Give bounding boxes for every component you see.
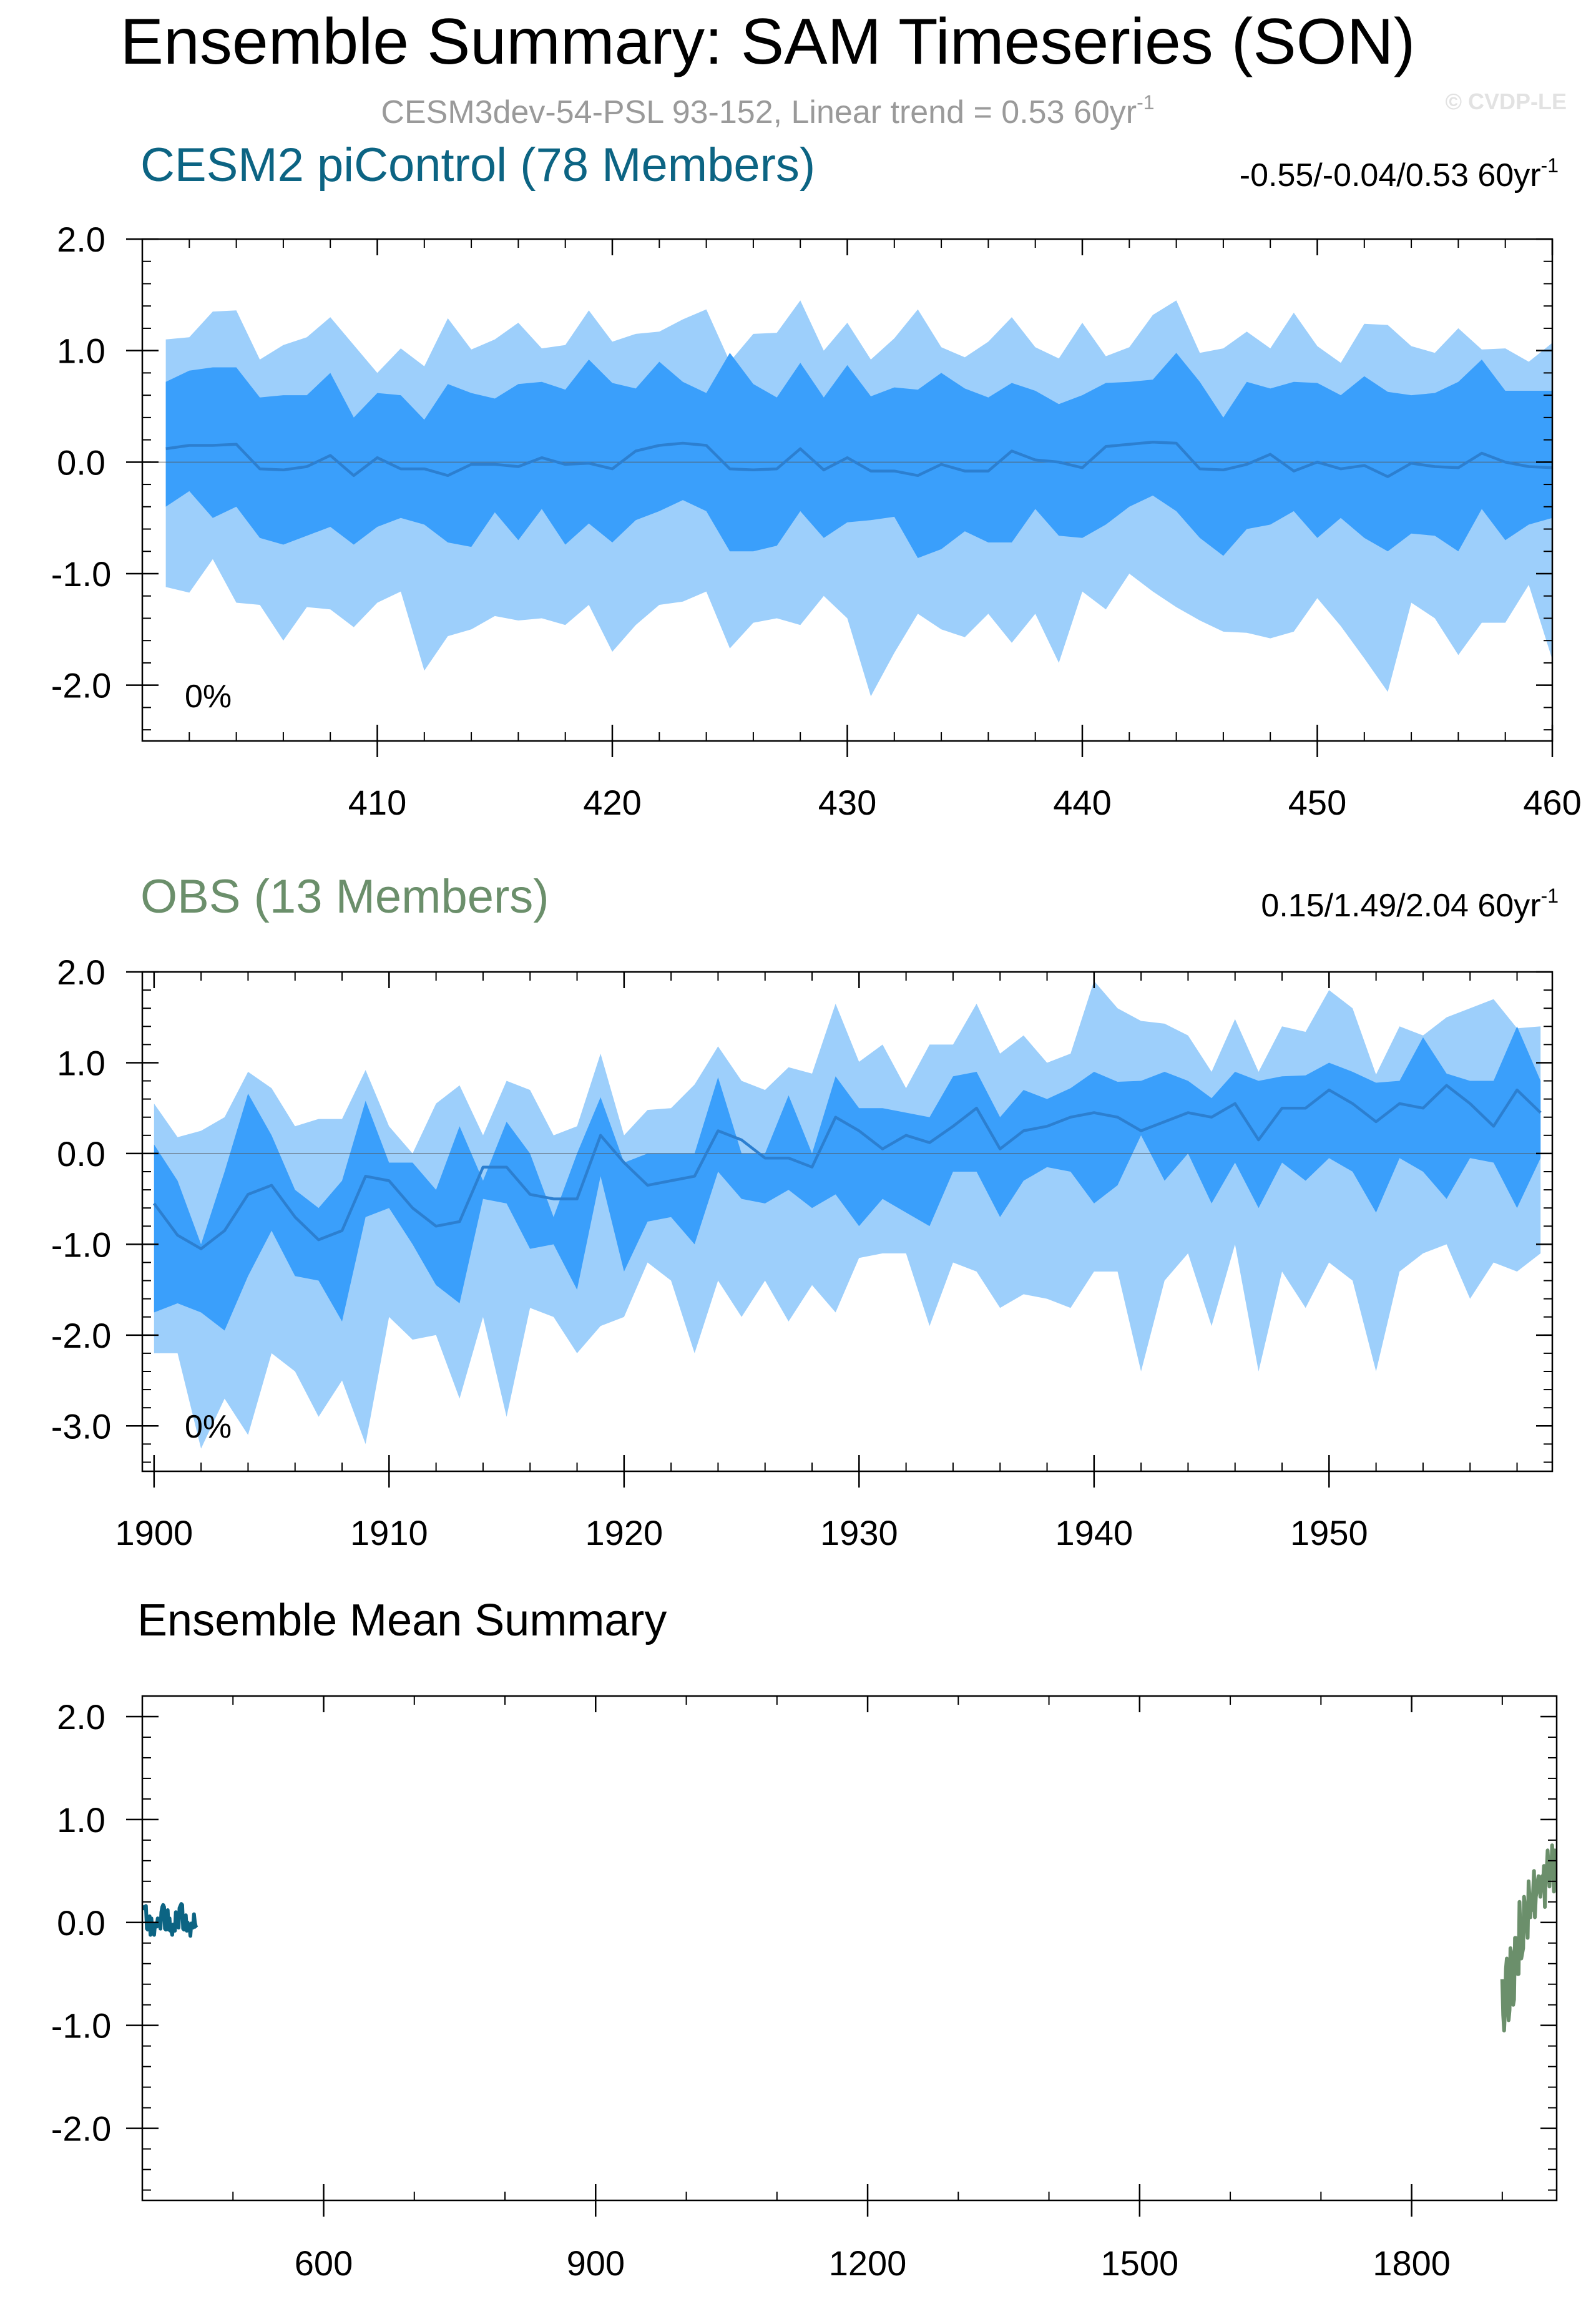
trend-range-label: -0.55/-0.04/0.53 60yr-1 bbox=[1240, 154, 1559, 194]
x-tick-label: 420 bbox=[583, 783, 641, 822]
x-tick-label: 440 bbox=[1053, 783, 1111, 822]
y-tick-label: 0.0 bbox=[57, 1903, 105, 1943]
percent-label: 0% bbox=[185, 1409, 232, 1445]
x-tick-label: 600 bbox=[295, 2243, 353, 2283]
band-layer bbox=[142, 981, 1552, 1449]
panel-title: OBS (13 Members) bbox=[140, 870, 549, 923]
x-tick-label: 410 bbox=[348, 783, 406, 822]
ensemble-panel-0: 2.0 1.0 0.0 -1.0 -2.0 410 420 430 440 450 460 CESM2… bbox=[51, 139, 1582, 822]
x-tick-label: 1920 bbox=[585, 1513, 663, 1552]
y-tick-label: -2.0 bbox=[51, 2109, 112, 2149]
x-tick-label: 900 bbox=[567, 2243, 625, 2283]
inner-spread-band bbox=[165, 353, 1552, 558]
summary-series-line bbox=[142, 1902, 198, 1938]
x-tick-label: 430 bbox=[818, 783, 876, 822]
y-tick-label: -3.0 bbox=[51, 1406, 112, 1446]
trend-range-label: 0.15/1.49/2.04 60yr-1 bbox=[1261, 885, 1559, 924]
y-tick-label: -1.0 bbox=[51, 554, 112, 594]
subtitle-sup: -1 bbox=[1137, 91, 1154, 114]
y-tick-label: 1.0 bbox=[57, 1800, 105, 1840]
trend-sup: -1 bbox=[1541, 885, 1559, 907]
x-tick-label: 450 bbox=[1288, 783, 1346, 822]
trend-text: -0.55/-0.04/0.53 60yr bbox=[1240, 157, 1541, 194]
x-tick-label: 1930 bbox=[820, 1513, 898, 1552]
x-tick-label: 1500 bbox=[1101, 2243, 1179, 2283]
median-line bbox=[165, 440, 1552, 478]
y-tick-label: 0.0 bbox=[57, 443, 105, 482]
trend-sup: -1 bbox=[1541, 154, 1559, 177]
x-tick-label: 460 bbox=[1523, 783, 1581, 822]
y-tick-label: -1.0 bbox=[51, 1225, 112, 1264]
x-tick-label: 1940 bbox=[1055, 1513, 1133, 1552]
series-layer bbox=[142, 1843, 1557, 2032]
y-tick-label: 2.0 bbox=[57, 953, 105, 992]
cvdp-watermark: © CVDP-LE bbox=[1445, 89, 1567, 114]
figure-subtitle: CESM3dev-54-PSL 93-152, Linear trend = 0… bbox=[381, 91, 1154, 130]
x-tick-label: 1800 bbox=[1373, 2243, 1451, 2283]
percent-label: 0% bbox=[185, 679, 232, 715]
y-tick-label: 0.0 bbox=[57, 1134, 105, 1174]
ensemble-panel-1: 2.0 1.0 0.0 -1.0 -2.0 -3.0 1900 1910 1920 1930 194… bbox=[51, 870, 1559, 1552]
summary-series-line bbox=[1500, 1843, 1557, 2032]
panels: 2.0 1.0 0.0 -1.0 -2.0 410 420 430 440 450 460 CESM2… bbox=[51, 139, 1582, 2283]
inner-spread-band bbox=[154, 1026, 1541, 1331]
y-tick-label: -2.0 bbox=[51, 1316, 112, 1355]
panel-title: CESM2 piControl (78 Members) bbox=[140, 139, 815, 192]
trend-text: 0.15/1.49/2.04 60yr bbox=[1261, 888, 1540, 924]
x-tick-label: 1900 bbox=[115, 1513, 193, 1552]
y-tick-label: -1.0 bbox=[51, 2006, 112, 2046]
x-tick-label: 1910 bbox=[350, 1513, 428, 1552]
x-tick-label: 1200 bbox=[829, 2243, 907, 2283]
y-tick-label: -2.0 bbox=[51, 666, 112, 705]
y-tick-label: 2.0 bbox=[57, 220, 105, 259]
y-tick-label: 1.0 bbox=[57, 331, 105, 371]
panel-title: Ensemble Mean Summary bbox=[137, 1596, 667, 1645]
ensemble-mean-summary-panel: Ensemble Mean Summary 2.0 1.0 0.0 -1.0 -2.0 60… bbox=[51, 1596, 1558, 2283]
x-tick-label: 1950 bbox=[1290, 1513, 1368, 1552]
y-tick-label: 2.0 bbox=[57, 1697, 105, 1737]
figure-title: Ensemble Summary: SAM Timeseries (SON) bbox=[120, 6, 1416, 78]
band-layer bbox=[142, 300, 1552, 697]
plot-frame bbox=[141, 971, 1554, 1473]
median-line bbox=[152, 1084, 1542, 1250]
y-tick-label: 1.0 bbox=[57, 1043, 105, 1082]
subtitle-text: CESM3dev-54-PSL 93-152, Linear trend = 0… bbox=[381, 94, 1137, 130]
plot-frame bbox=[141, 1695, 1558, 2202]
